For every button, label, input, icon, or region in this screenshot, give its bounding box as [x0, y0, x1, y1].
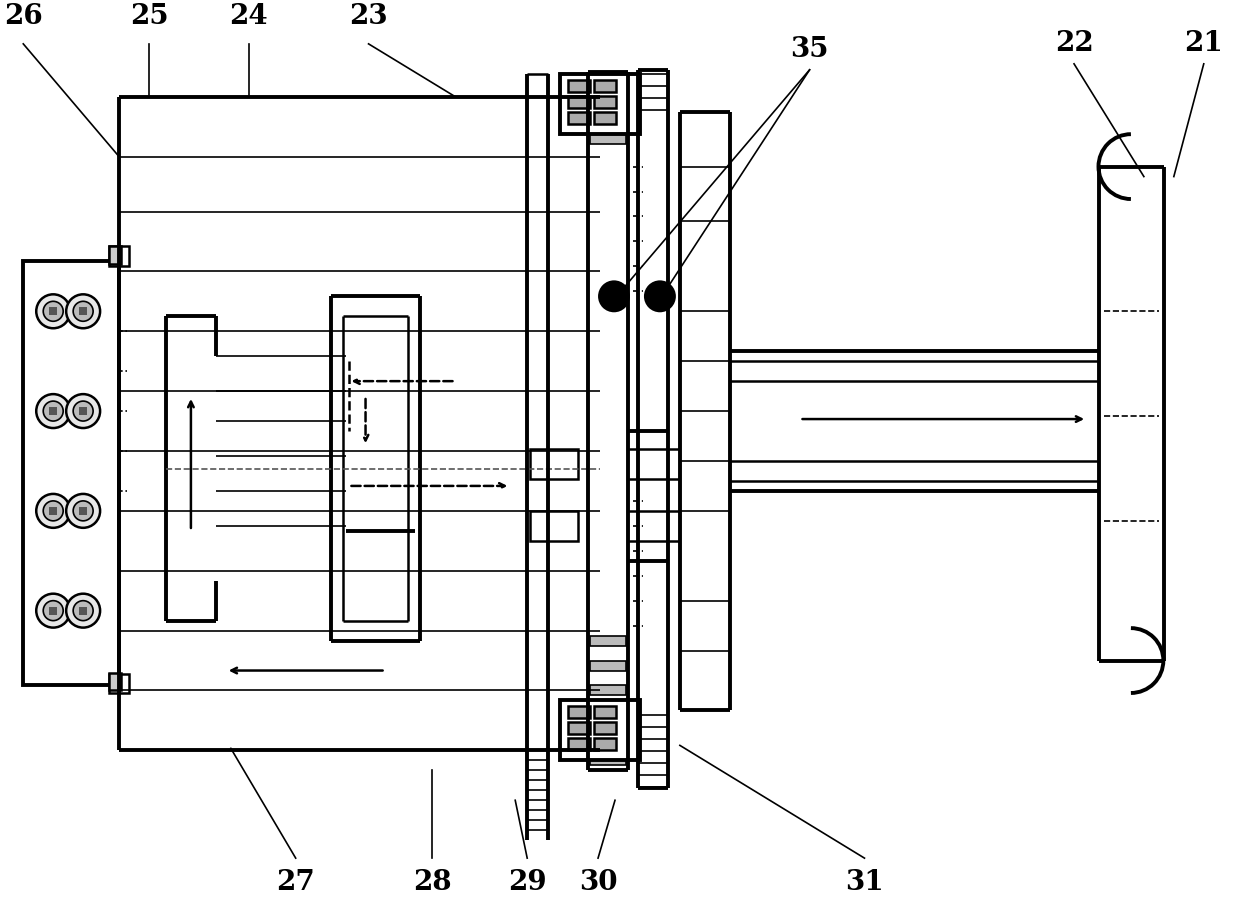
Bar — [568, 707, 590, 719]
Text: 21: 21 — [1184, 30, 1223, 57]
Circle shape — [43, 301, 63, 321]
Bar — [590, 635, 626, 645]
Bar — [109, 673, 122, 690]
Text: 23: 23 — [350, 4, 388, 30]
Bar — [568, 95, 590, 107]
Bar — [50, 308, 57, 315]
Text: 30: 30 — [579, 868, 618, 896]
Bar — [594, 80, 616, 92]
Circle shape — [36, 594, 71, 628]
Text: 25: 25 — [130, 4, 169, 30]
Bar — [50, 607, 57, 615]
Bar — [79, 308, 87, 315]
Circle shape — [43, 401, 63, 421]
Bar — [590, 131, 626, 143]
Bar — [590, 661, 626, 670]
Circle shape — [66, 494, 100, 528]
Text: 31: 31 — [846, 868, 884, 896]
Bar — [568, 722, 590, 734]
Circle shape — [598, 280, 630, 312]
Circle shape — [66, 594, 100, 628]
Text: 26: 26 — [4, 4, 42, 30]
Bar — [590, 756, 626, 766]
Circle shape — [43, 501, 63, 521]
Text: 29: 29 — [508, 868, 547, 896]
Bar — [594, 738, 616, 750]
Circle shape — [73, 600, 93, 621]
Bar — [590, 735, 626, 745]
Circle shape — [66, 394, 100, 428]
Circle shape — [73, 401, 93, 421]
Bar — [560, 700, 640, 760]
Text: 22: 22 — [1055, 30, 1094, 57]
Bar — [79, 607, 87, 615]
Text: 27: 27 — [277, 868, 315, 896]
Circle shape — [36, 494, 71, 528]
Bar — [568, 738, 590, 750]
Bar — [590, 686, 626, 696]
Bar — [594, 707, 616, 719]
Bar — [109, 674, 129, 693]
Bar — [50, 407, 57, 415]
Bar — [594, 112, 616, 124]
Bar — [568, 80, 590, 92]
Bar — [50, 507, 57, 515]
Bar — [24, 262, 119, 686]
Bar — [590, 711, 626, 721]
Circle shape — [73, 301, 93, 321]
Bar — [531, 449, 578, 479]
Circle shape — [43, 600, 63, 621]
Bar — [531, 510, 578, 541]
Bar — [560, 73, 640, 134]
Bar — [79, 507, 87, 515]
Circle shape — [36, 394, 71, 428]
Circle shape — [644, 280, 676, 312]
Bar — [568, 112, 590, 124]
Text: 28: 28 — [413, 868, 451, 896]
Text: 24: 24 — [229, 4, 268, 30]
Bar — [590, 112, 626, 124]
Bar — [594, 95, 616, 107]
Bar — [79, 407, 87, 415]
Text: 35: 35 — [790, 37, 828, 63]
Bar — [109, 246, 122, 264]
Bar — [590, 87, 626, 99]
Circle shape — [73, 501, 93, 521]
Bar — [109, 246, 129, 266]
Circle shape — [36, 295, 71, 329]
Circle shape — [66, 295, 100, 329]
Bar — [594, 722, 616, 734]
